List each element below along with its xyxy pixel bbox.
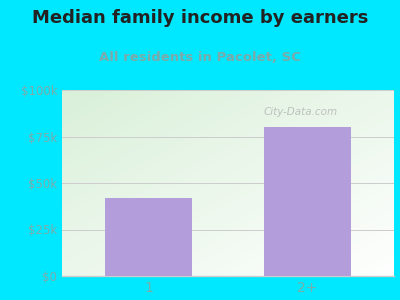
Bar — [106, 198, 192, 276]
Bar — [264, 127, 350, 276]
Text: Median family income by earners: Median family income by earners — [32, 9, 368, 27]
Text: All residents in Pacolet, SC: All residents in Pacolet, SC — [99, 51, 301, 64]
Text: City-Data.com: City-Data.com — [264, 107, 338, 117]
